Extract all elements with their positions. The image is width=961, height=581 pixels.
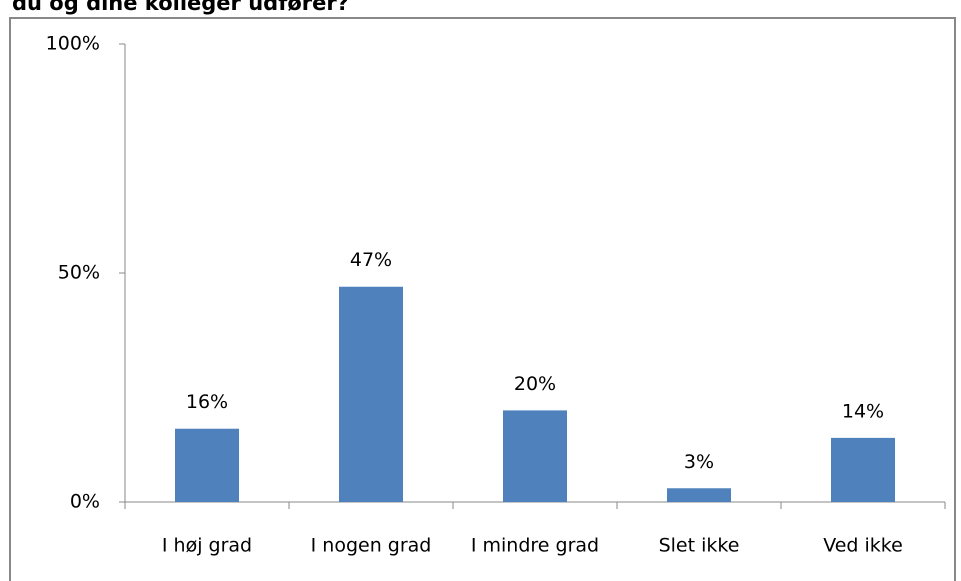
x-tick-label: I mindre grad [471, 535, 599, 557]
data-label: 3% [684, 451, 714, 473]
data-label: 20% [514, 373, 556, 395]
bar [175, 428, 239, 502]
data-label: 16% [186, 391, 228, 413]
bar [503, 410, 567, 502]
bar [339, 286, 403, 502]
y-tick-label: 100% [46, 33, 100, 55]
chart-title: du og dine kolleger udfører? [12, 0, 349, 15]
x-tick-label: Ved ikke [823, 535, 903, 557]
bar [667, 488, 731, 502]
x-tick-label: I høj grad [162, 535, 252, 557]
data-label: 14% [842, 400, 884, 422]
y-tick-label: 50% [58, 262, 100, 284]
data-label: 47% [350, 249, 392, 271]
x-tick-label: Slet ikke [659, 535, 740, 557]
chart-frame [9, 17, 956, 581]
y-tick-label: 0% [70, 491, 100, 513]
bar [831, 437, 895, 502]
x-tick-label: I nogen grad [311, 535, 432, 557]
